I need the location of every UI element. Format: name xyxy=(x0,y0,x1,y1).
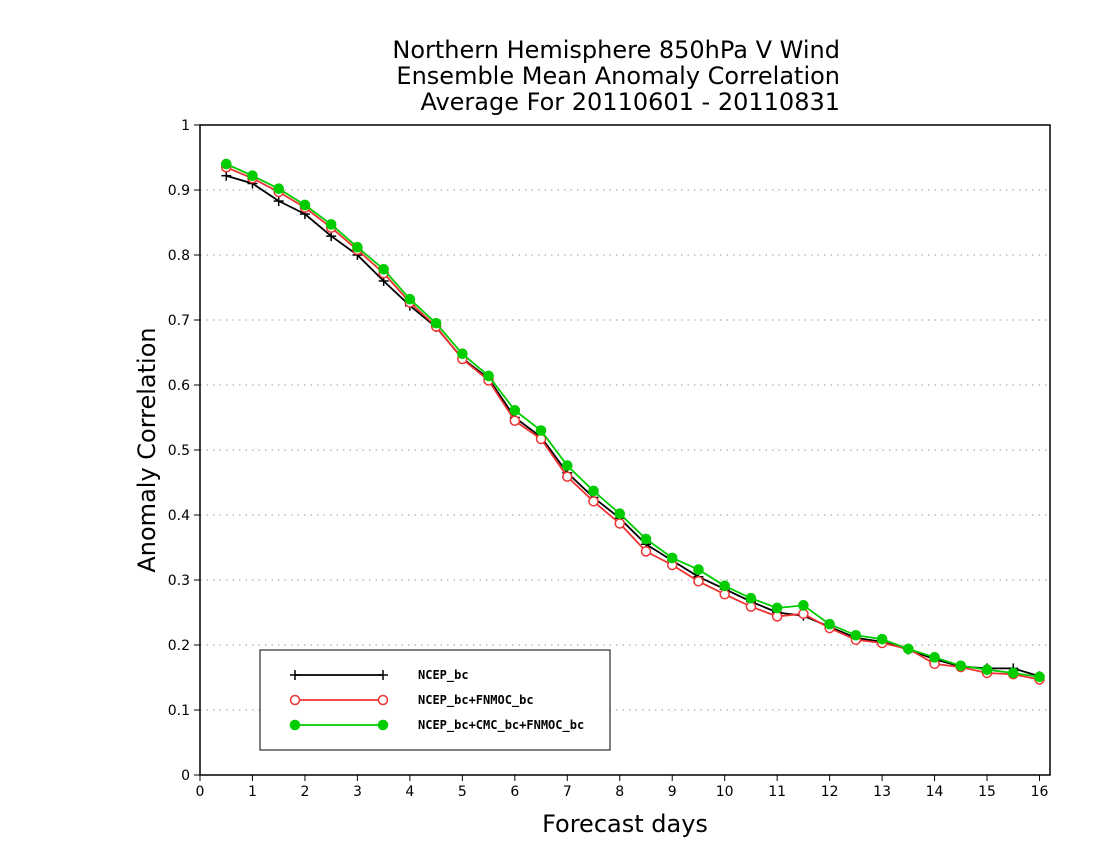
data-point xyxy=(220,158,232,170)
data-point xyxy=(640,546,652,557)
data-point xyxy=(929,652,940,663)
y-tick-label: 0 xyxy=(181,768,190,784)
data-point xyxy=(745,592,757,604)
series-0 xyxy=(221,170,1045,682)
data-point xyxy=(562,471,573,482)
data-point xyxy=(640,533,652,545)
data-point xyxy=(903,643,914,655)
legend-item: NCEP_bc+CMC_bc+FNMOC_bc xyxy=(289,718,584,733)
data-point xyxy=(535,425,547,436)
data-point xyxy=(509,405,521,416)
x-tick-label: 4 xyxy=(405,784,414,800)
data-point xyxy=(614,508,626,520)
data-point xyxy=(955,660,967,672)
y-axis-label: Anomaly Correlation xyxy=(133,327,161,572)
data-point xyxy=(561,460,573,471)
y-tick-label: 1 xyxy=(181,118,190,134)
legend-label: NCEP_bc+CMC_bc+FNMOC_bc xyxy=(418,718,584,733)
data-point xyxy=(771,602,783,614)
data-point xyxy=(404,293,416,305)
data-point xyxy=(588,496,599,507)
legend-item: NCEP_bc xyxy=(290,668,469,683)
series-line xyxy=(225,174,1040,678)
y-axis-ticks: 0 0.1 0.2 0.3 0.4 0.5 0.6 0.7 0.8 0.9 1 xyxy=(168,118,200,784)
data-point xyxy=(509,415,521,426)
data-point xyxy=(614,518,626,529)
series-2 xyxy=(220,158,1045,683)
data-point xyxy=(273,196,284,207)
x-tick-label: 13 xyxy=(873,784,891,800)
data-point xyxy=(325,219,337,230)
data-point xyxy=(588,485,599,497)
data-point xyxy=(273,183,285,194)
data-point xyxy=(378,264,389,275)
data-point xyxy=(850,629,862,641)
y-tick-label: 0.1 xyxy=(168,703,190,719)
y-tick-label: 0.9 xyxy=(168,183,190,199)
data-point xyxy=(483,370,494,382)
chart-title: Northern Hemisphere 850hPa V Wind Ensemb… xyxy=(392,36,840,116)
x-tick-label: 2 xyxy=(300,784,309,800)
legend-label: NCEP_bc+FNMOC_bc xyxy=(418,693,534,708)
x-tick-label: 9 xyxy=(668,784,677,800)
x-tick-label: 6 xyxy=(510,784,519,800)
x-axis-ticks: 0 1 2 3 4 5 6 7 8 9 10 11 12 13 14 15 16 xyxy=(196,775,1049,800)
data-point xyxy=(1034,671,1045,683)
data-point xyxy=(981,664,993,676)
x-tick-label: 5 xyxy=(458,784,467,800)
legend-item: NCEP_bc+FNMOC_bc xyxy=(289,693,534,708)
x-tick-label: 12 xyxy=(821,784,839,800)
data-point xyxy=(457,348,468,360)
y-tick-label: 0.4 xyxy=(168,508,190,524)
data-point xyxy=(798,600,809,611)
legend: NCEP_bc NCEP_bc+FNMOC_bc NCEP_bc+CMC_bc+FN… xyxy=(259,649,611,751)
data-point xyxy=(430,317,442,329)
legend-marker xyxy=(378,670,388,680)
y-tick-label: 0.6 xyxy=(168,378,190,394)
data-point xyxy=(876,633,888,645)
title-line-1: Northern Hemisphere 850hPa V Wind xyxy=(392,36,840,64)
data-point xyxy=(719,580,730,592)
legend-marker xyxy=(377,719,389,731)
legend-marker xyxy=(289,719,301,731)
legend-marker xyxy=(289,694,301,706)
x-tick-label: 1 xyxy=(248,784,257,800)
x-tick-label: 14 xyxy=(926,784,944,800)
legend-marker xyxy=(290,670,300,680)
title-line-3: Average For 20110601 - 20110831 xyxy=(420,88,840,116)
data-point xyxy=(824,618,835,630)
data-point xyxy=(352,241,363,253)
x-tick-label: 8 xyxy=(615,784,624,800)
x-axis-label: Forecast days xyxy=(542,810,708,838)
series-1 xyxy=(220,162,1045,685)
data-point xyxy=(299,199,311,211)
y-tick-label: 0.5 xyxy=(168,443,190,459)
data-point xyxy=(1007,667,1019,679)
data-point xyxy=(693,564,704,575)
gridlines xyxy=(200,189,1050,711)
x-tick-label: 10 xyxy=(716,784,734,800)
y-tick-label: 0.8 xyxy=(168,248,190,264)
legend-marker xyxy=(377,694,389,706)
data-point xyxy=(666,552,678,564)
series-layer xyxy=(220,158,1045,685)
legend-label: NCEP_bc xyxy=(418,668,469,683)
y-tick-label: 0.2 xyxy=(168,638,190,654)
data-point xyxy=(247,170,258,181)
title-line-2: Ensemble Mean Anomaly Correlation xyxy=(396,62,840,90)
y-tick-label: 0.3 xyxy=(168,573,190,589)
x-tick-label: 16 xyxy=(1031,784,1049,800)
series-line xyxy=(225,166,1040,681)
x-tick-label: 3 xyxy=(353,784,362,800)
x-tick-label: 11 xyxy=(768,784,786,800)
x-tick-label: 15 xyxy=(978,784,996,800)
x-tick-label: 0 xyxy=(196,784,205,800)
y-tick-label: 0.7 xyxy=(168,313,190,329)
x-tick-label: 7 xyxy=(563,784,572,800)
data-point xyxy=(693,576,704,587)
